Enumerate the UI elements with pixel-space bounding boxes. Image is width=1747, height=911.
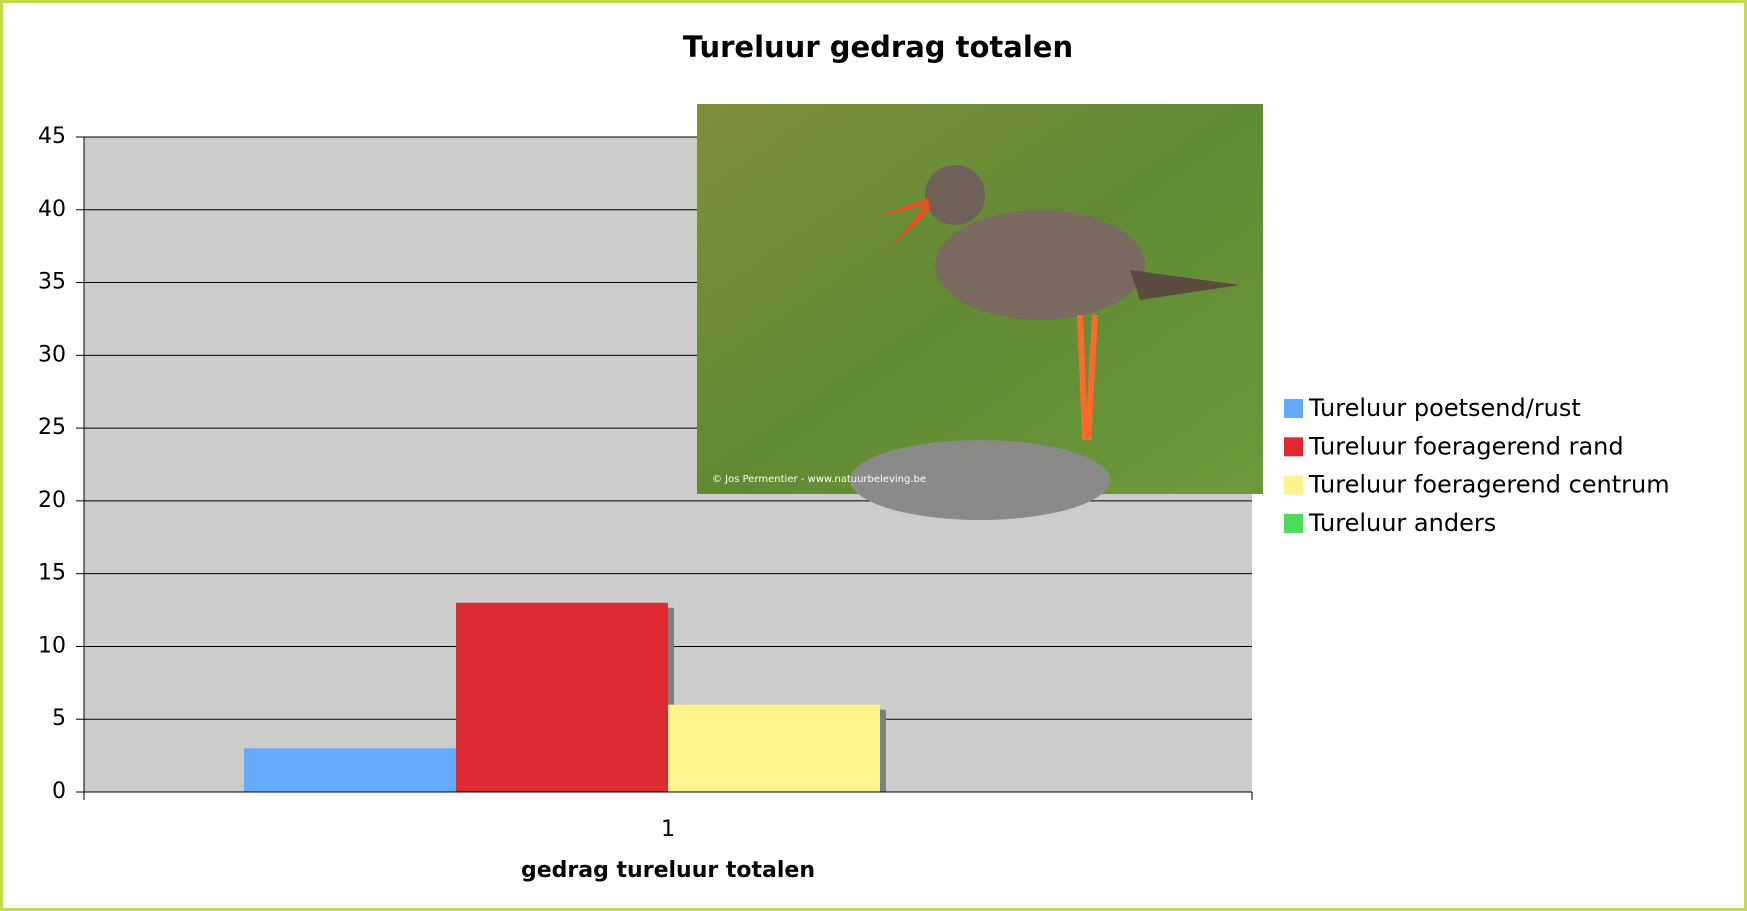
legend-label: Tureluur foeragerend centrum: [1308, 471, 1670, 499]
photo-bird-head: [925, 165, 985, 225]
y-tick-label: 40: [38, 197, 66, 222]
x-axis-title: gedrag tureluur totalen: [521, 858, 815, 883]
legend: Tureluur poetsend/rust Tureluur foeragere…: [1284, 394, 1670, 537]
legend-label: Tureluur anders: [1308, 509, 1496, 537]
y-tick-label: 10: [38, 633, 66, 658]
legend-swatch: [1284, 399, 1303, 418]
y-tick-label: 45: [38, 124, 66, 149]
bar: [456, 602, 668, 792]
photo-bird-tail: [1130, 270, 1240, 300]
legend-label: Tureluur poetsend/rust: [1308, 394, 1581, 422]
y-tick-label: 35: [38, 270, 66, 295]
legend-swatch: [1284, 513, 1303, 533]
y-tick-label: 30: [38, 342, 66, 367]
bar: [668, 704, 880, 792]
photo-bird-beak: [872, 198, 930, 248]
chart-title: Tureluur gedrag totalen: [683, 30, 1073, 64]
y-tick-label: 0: [52, 779, 66, 804]
legend-label: Tureluur foeragerend rand: [1308, 432, 1624, 460]
y-tick-label: 5: [52, 706, 66, 731]
y-tick-label: 25: [38, 415, 66, 440]
photo-bird-body: [935, 210, 1145, 320]
photo: © Jos Permentier - www.natuurbeleving.be: [697, 104, 1263, 520]
photo-credit: © Jos Permentier - www.natuurbeleving.be: [712, 474, 926, 485]
bar: [244, 748, 457, 792]
photo-rock: [850, 440, 1110, 520]
x-tick-label: 1: [661, 817, 675, 842]
legend-swatch: [1284, 437, 1303, 457]
y-tick-label: 20: [38, 488, 66, 513]
y-tick-label: 15: [38, 561, 66, 586]
photo-bird-legs: [1077, 314, 1098, 441]
legend-swatch: [1284, 475, 1303, 495]
